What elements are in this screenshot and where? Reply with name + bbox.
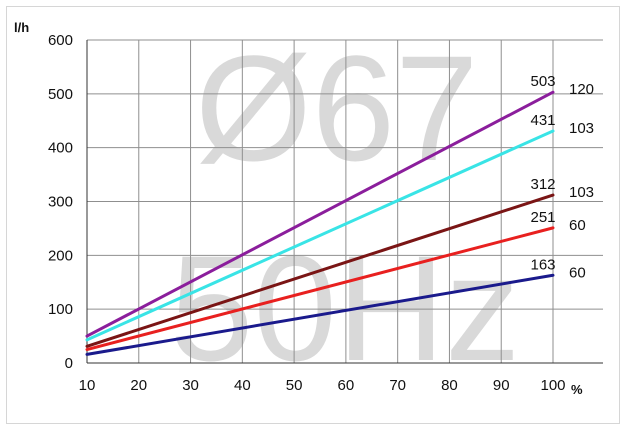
y-tick-label: 600 bbox=[48, 32, 73, 49]
series-line-5 bbox=[85, 273, 555, 356]
x-tick-label: 70 bbox=[389, 377, 406, 394]
line-labels: 503 120 431 103 312 103 251 60 163 60 bbox=[530, 73, 594, 281]
series-lines bbox=[85, 90, 555, 356]
watermark-text-top: Ø67 bbox=[195, 24, 479, 192]
x-tick-label: 80 bbox=[441, 377, 458, 394]
end-value-label-2: 431 bbox=[530, 112, 555, 129]
x-tick-label: 90 bbox=[493, 377, 510, 394]
side-label-5: 60 bbox=[569, 264, 586, 281]
side-label-1: 120 bbox=[569, 81, 594, 98]
end-value-label-4: 251 bbox=[530, 209, 555, 226]
series-line-1 bbox=[85, 90, 555, 338]
x-axis-unit: % bbox=[571, 382, 583, 397]
series-line-4 bbox=[85, 226, 555, 352]
y-axis-unit: l/h bbox=[14, 20, 29, 35]
chart-frame bbox=[6, 6, 620, 424]
x-tick-label: 50 bbox=[286, 377, 303, 394]
y-tick-label: 100 bbox=[48, 301, 73, 318]
end-value-label-5: 163 bbox=[530, 256, 555, 273]
y-tick-label: 400 bbox=[48, 140, 73, 157]
y-tick-label: 300 bbox=[48, 194, 73, 211]
x-tick-label: 20 bbox=[130, 377, 147, 394]
y-tick-label: 0 bbox=[65, 355, 73, 372]
end-value-label-1: 503 bbox=[530, 73, 555, 90]
side-label-4: 60 bbox=[569, 217, 586, 234]
side-label-2: 103 bbox=[569, 120, 594, 137]
side-label-3: 103 bbox=[569, 184, 594, 201]
y-tick-label: 500 bbox=[48, 86, 73, 103]
x-tick-label: 60 bbox=[338, 377, 355, 394]
x-tick-label: 40 bbox=[234, 377, 251, 394]
series-line-3 bbox=[85, 193, 555, 348]
axes: 0 100 200 300 400 500 600 10 20 30 40 50 60 70 80 90 100… bbox=[14, 20, 603, 397]
x-tick-label: 30 bbox=[182, 377, 199, 394]
end-value-label-3: 312 bbox=[530, 176, 555, 193]
series-line-2 bbox=[85, 129, 555, 342]
x-tick-label: 10 bbox=[79, 377, 96, 394]
y-tick-label: 200 bbox=[48, 247, 73, 264]
x-tick-label: 100 bbox=[540, 377, 565, 394]
